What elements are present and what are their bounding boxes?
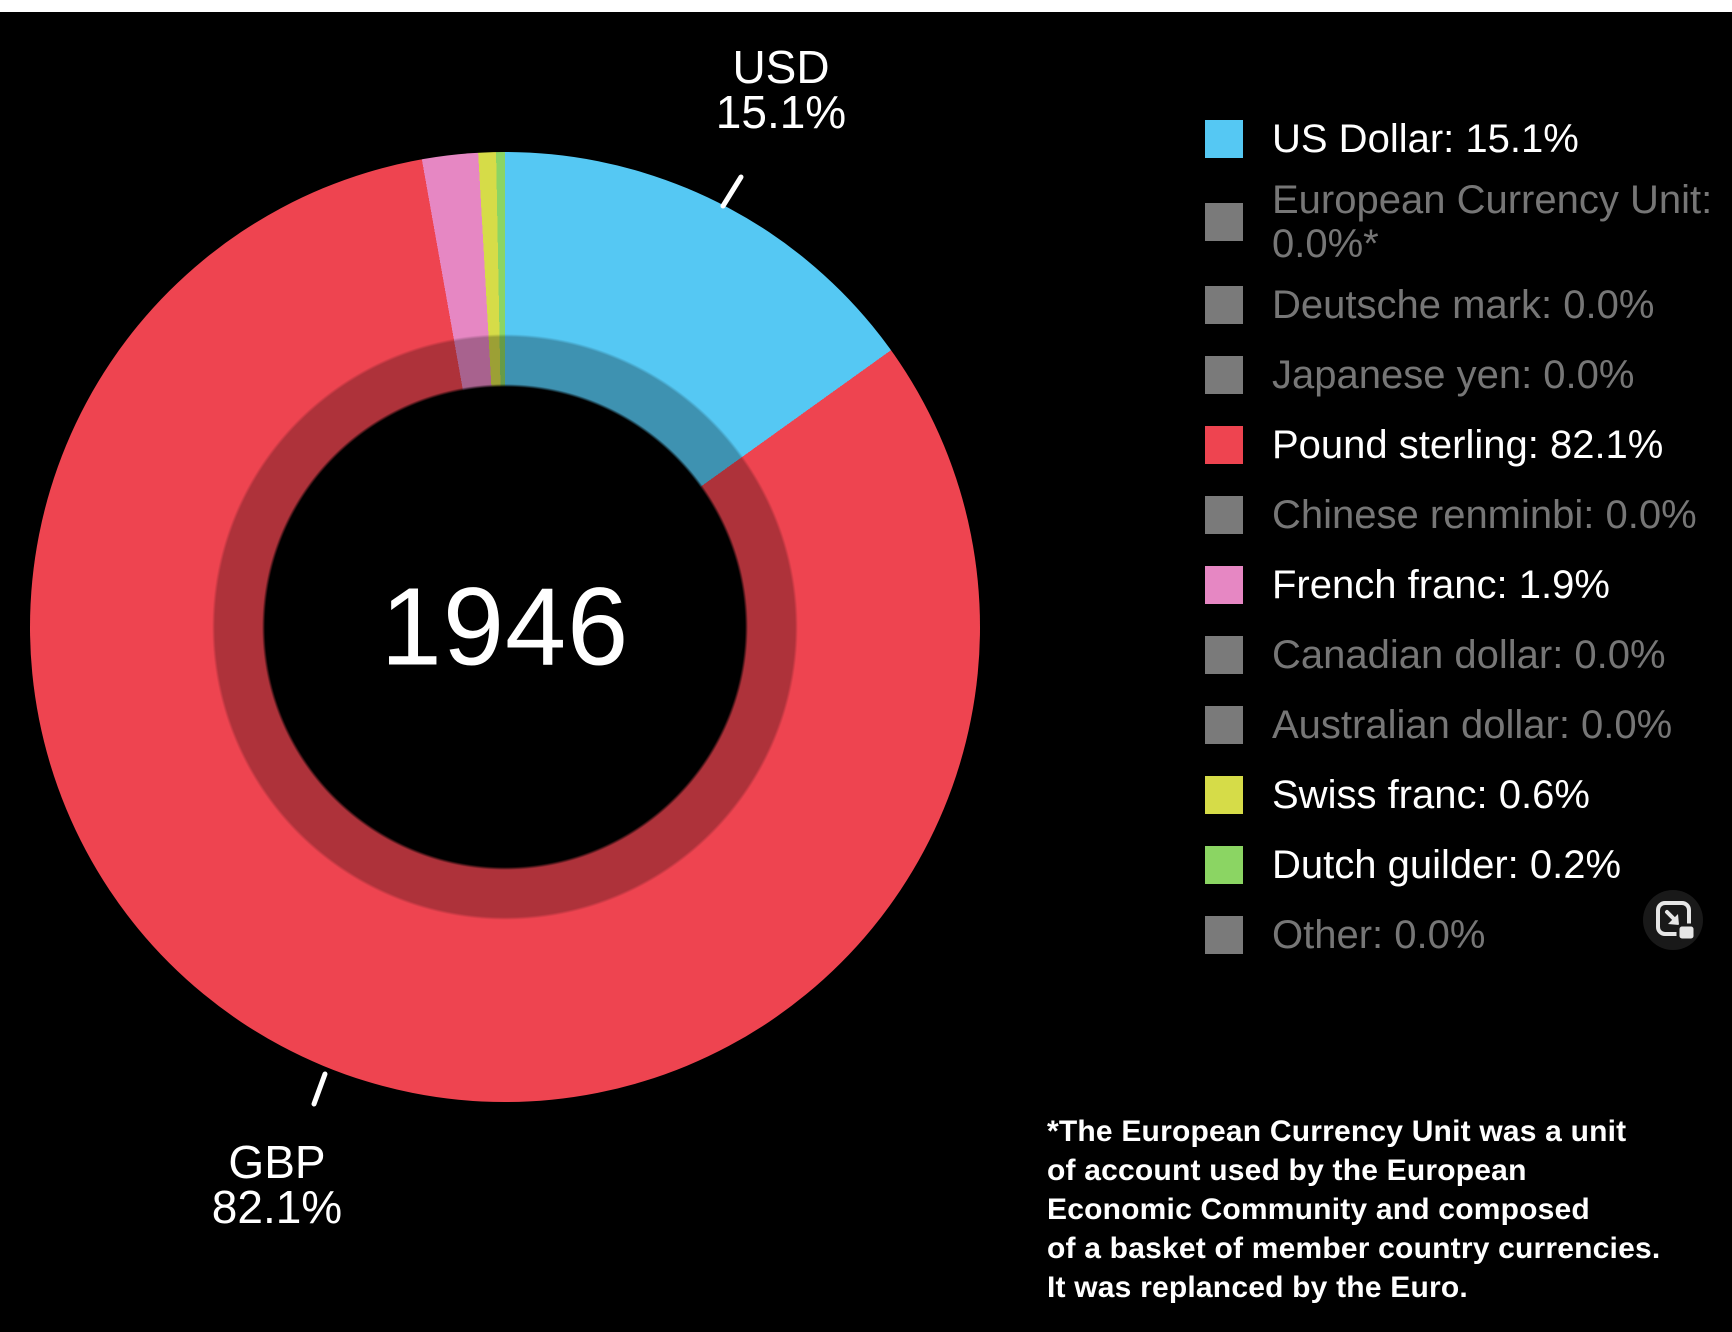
legend-swatch xyxy=(1205,566,1243,604)
callout-usd: USD 15.1% xyxy=(631,41,931,138)
legend-swatch xyxy=(1205,776,1243,814)
legend-swatch xyxy=(1205,846,1243,884)
legend-item: Chinese renminbi: 0.0% xyxy=(1205,480,1705,550)
legend-item: Pound sterling: 82.1% xyxy=(1205,410,1705,480)
legend-label: Deutsche mark: 0.0% xyxy=(1272,283,1655,327)
legend-item: Japanese yen: 0.0% xyxy=(1205,340,1705,410)
callout-gbp-label: GBP xyxy=(228,1136,326,1188)
legend-label: Pound sterling: 82.1% xyxy=(1272,423,1664,467)
legend-label: Swiss franc: 0.6% xyxy=(1272,773,1590,817)
legend-label: French franc: 1.9% xyxy=(1272,563,1610,607)
legend-label: Other: 0.0% xyxy=(1272,913,1486,957)
legend-item: Deutsche mark: 0.0% xyxy=(1205,270,1705,340)
legend-item: French franc: 1.9% xyxy=(1205,550,1705,620)
legend-swatch xyxy=(1205,120,1243,158)
footnote: *The European Currency Unit was a unit of… xyxy=(1047,1115,1661,1304)
legend-label: European Currency Unit: 0.0%* xyxy=(1272,178,1713,266)
center-year-label: 1946 xyxy=(380,565,630,689)
legend-item: US Dollar: 15.1% xyxy=(1205,104,1705,174)
donut-hole xyxy=(30,152,980,1102)
pop-out-icon-glyph xyxy=(1643,890,1703,950)
pop-out-icon[interactable] xyxy=(1641,888,1705,952)
callout-gbp: GBP 82.1% xyxy=(127,1136,427,1233)
legend-swatch xyxy=(1205,636,1243,674)
legend-swatch xyxy=(1205,426,1243,464)
legend-label: Chinese renminbi: 0.0% xyxy=(1272,493,1697,537)
legend-item: Swiss franc: 0.6% xyxy=(1205,760,1705,830)
legend-item: Australian dollar: 0.0% xyxy=(1205,690,1705,760)
legend-item: Other: 0.0% xyxy=(1205,900,1705,970)
legend-label: US Dollar: 15.1% xyxy=(1272,117,1579,161)
legend: US Dollar: 15.1% European Currency Unit:… xyxy=(1205,104,1712,970)
legend-swatch xyxy=(1205,916,1243,954)
callout-usd-label: USD xyxy=(732,41,830,93)
legend-swatch xyxy=(1205,496,1243,534)
legend-swatch xyxy=(1205,203,1243,241)
top-strip xyxy=(0,0,1732,12)
legend-label: Japanese yen: 0.0% xyxy=(1272,353,1635,397)
legend-swatch xyxy=(1205,706,1243,744)
donut-chart: 1946 xyxy=(30,152,980,1102)
callout-usd-value: 15.1% xyxy=(715,86,847,138)
legend-label: Canadian dollar: 0.0% xyxy=(1272,633,1666,677)
legend-swatch xyxy=(1205,356,1243,394)
legend-label: Dutch guilder: 0.2% xyxy=(1272,843,1622,887)
legend-item: European Currency Unit: 0.0%* xyxy=(1205,174,1712,270)
legend-item: Dutch guilder: 0.2% xyxy=(1205,830,1705,900)
legend-swatch xyxy=(1205,286,1243,324)
callout-gbp-value: 82.1% xyxy=(211,1181,343,1233)
legend-label: Australian dollar: 0.0% xyxy=(1272,703,1673,747)
legend-item: Canadian dollar: 0.0% xyxy=(1205,620,1705,690)
